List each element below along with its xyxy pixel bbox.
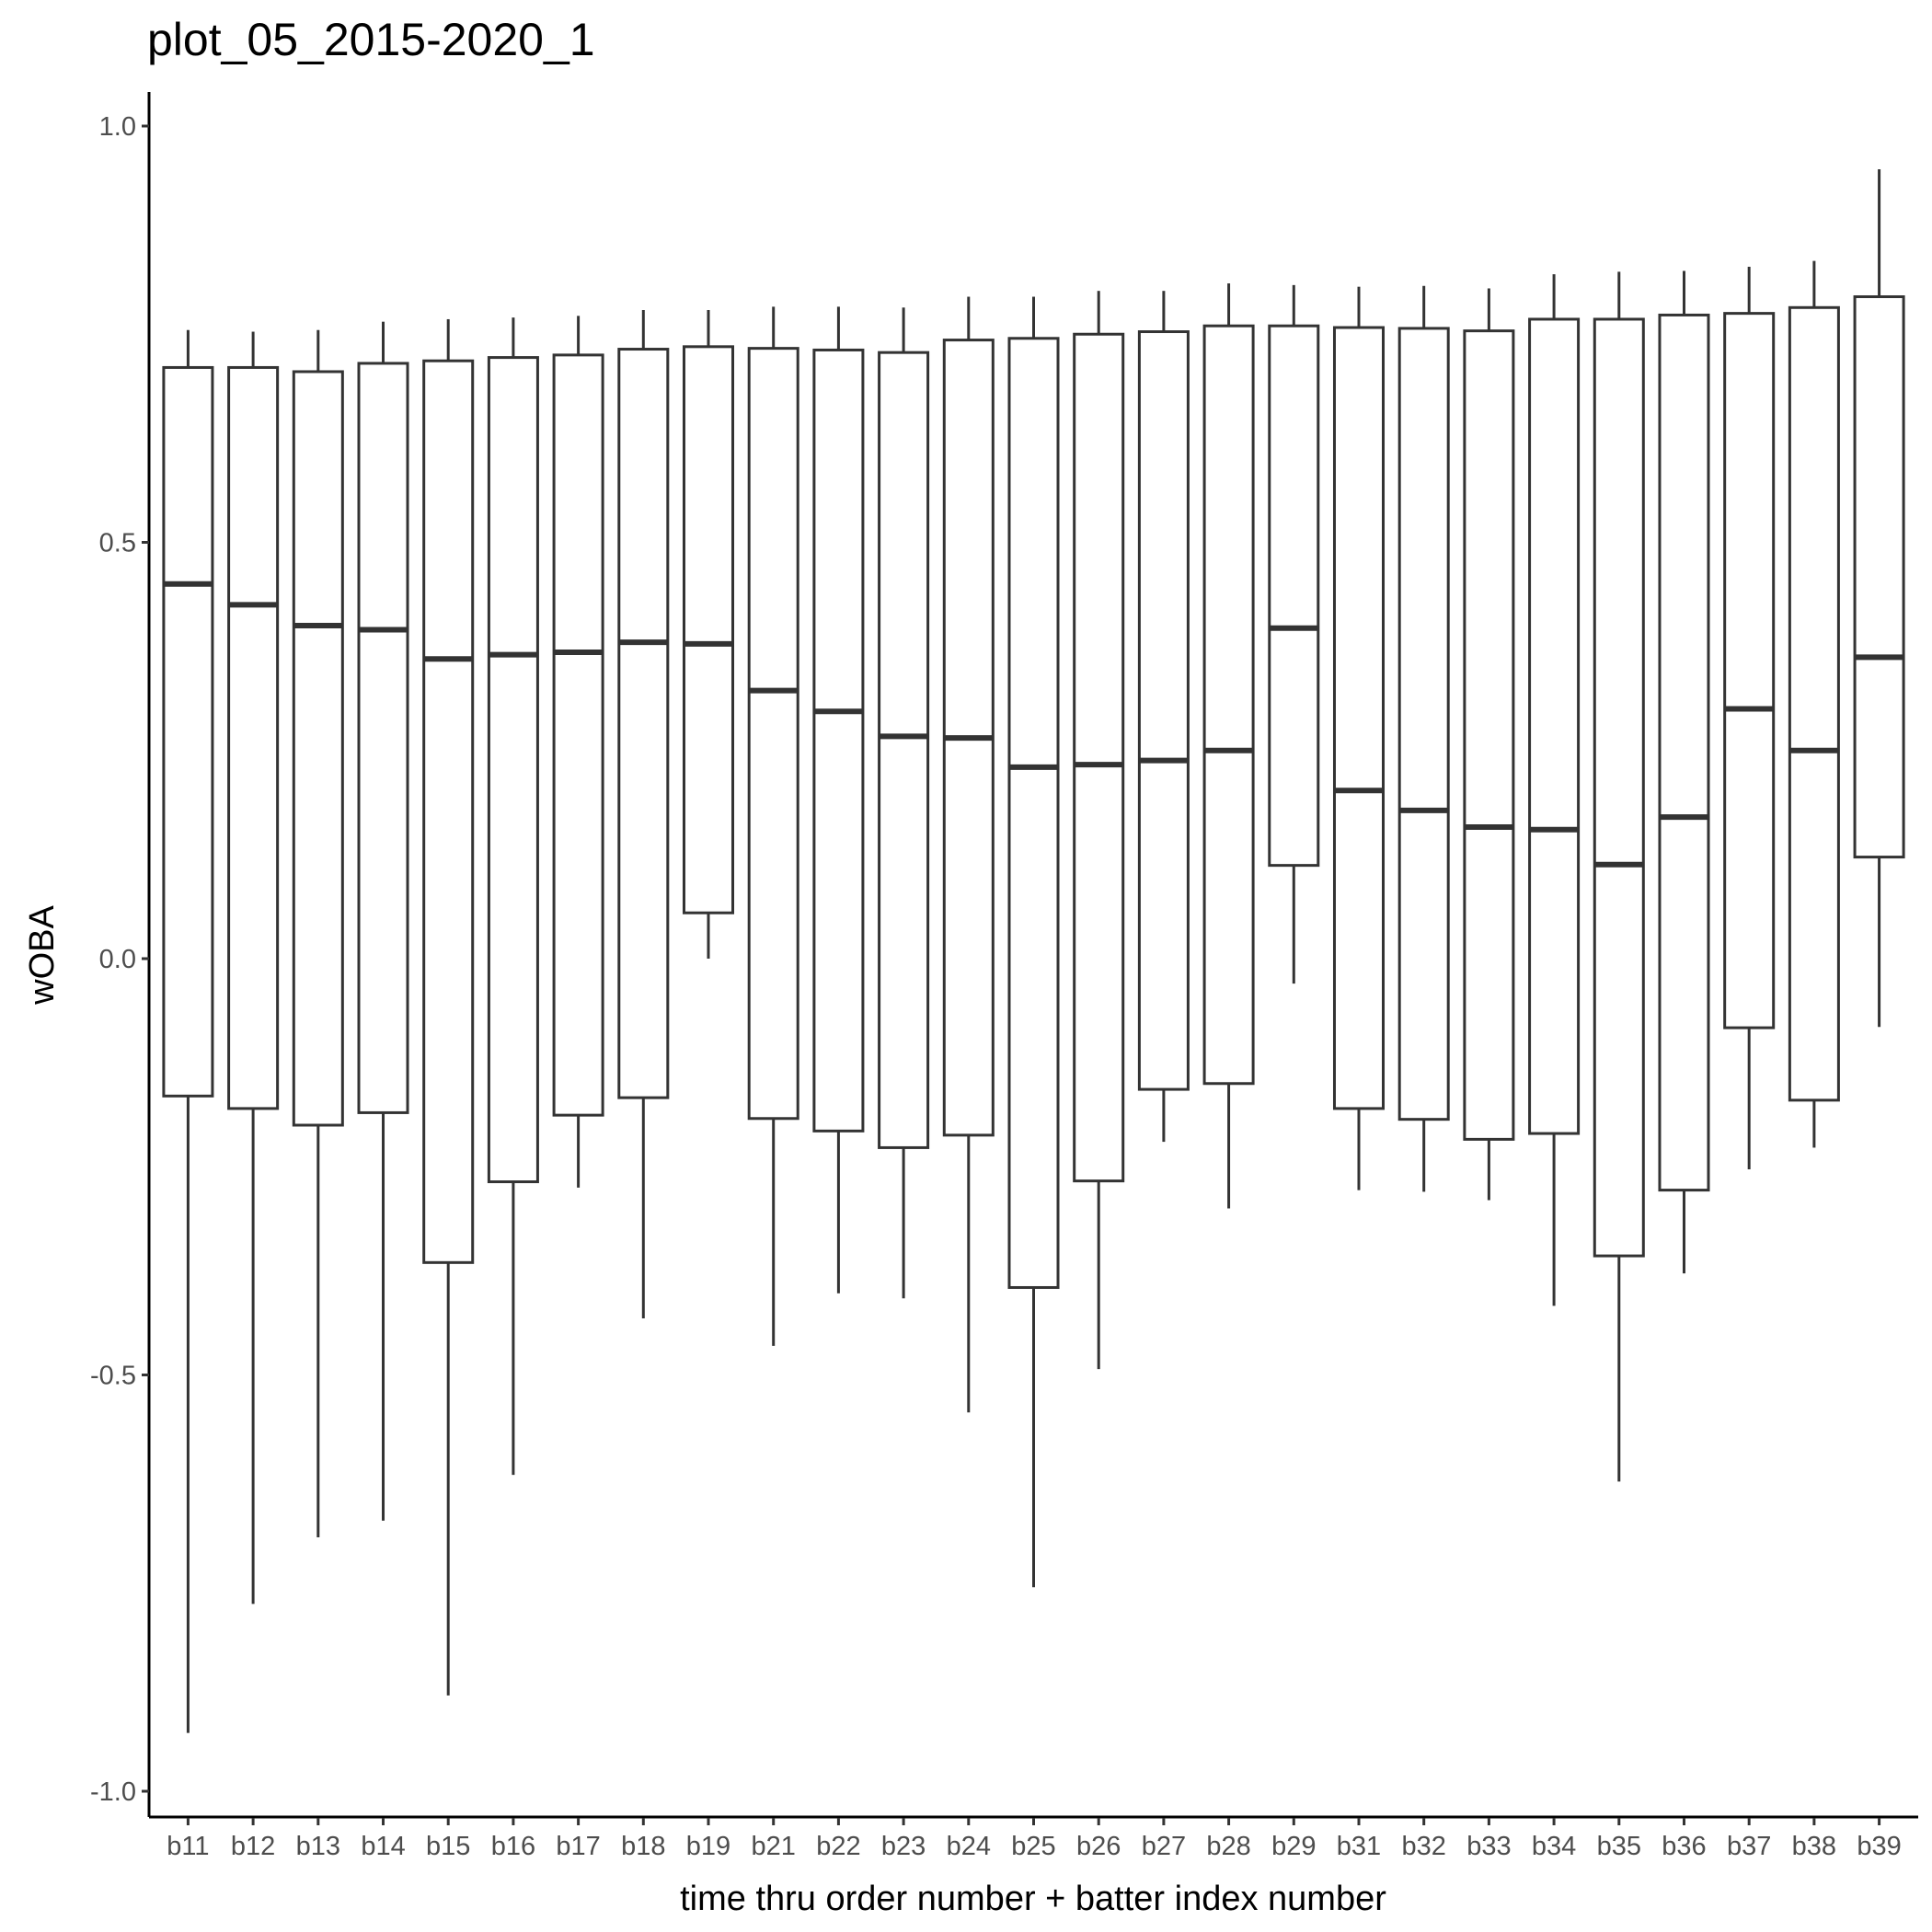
x-tick-label: b33: [1466, 1832, 1511, 1861]
box-b31: [1332, 286, 1386, 1190]
iqr-box: [227, 365, 280, 1110]
iqr-box: [878, 351, 930, 1149]
x-tick-label: b16: [491, 1832, 535, 1861]
box-b24: [942, 296, 995, 1413]
x-tick-label: b31: [1337, 1832, 1381, 1861]
box-b13: [292, 329, 344, 1537]
x-tick-label: b23: [881, 1832, 926, 1861]
iqr-box: [1853, 295, 1905, 859]
box-b38: [1788, 260, 1840, 1148]
x-tick-label: b25: [1011, 1832, 1055, 1861]
box-b25: [1007, 296, 1060, 1588]
box-b11: [162, 329, 214, 1733]
iqr-box: [487, 356, 539, 1184]
iqr-box: [1788, 305, 1840, 1102]
box-b34: [1528, 274, 1581, 1306]
box-b29: [1268, 284, 1320, 984]
x-tick-label: b38: [1792, 1832, 1836, 1861]
iqr-box: [682, 345, 735, 914]
box-b35: [1593, 271, 1645, 1482]
x-tick-label: b14: [361, 1832, 405, 1861]
iqr-box: [552, 353, 604, 1117]
box-b39: [1853, 169, 1905, 1028]
iqr-box: [747, 347, 799, 1121]
box-b33: [1463, 288, 1515, 1201]
iqr-box: [1007, 337, 1060, 1289]
x-tick-label: b37: [1727, 1832, 1771, 1861]
box-b16: [487, 317, 539, 1476]
y-tick-label: -0.5: [90, 1362, 136, 1391]
box-b27: [1137, 291, 1190, 1143]
x-tick-label: b39: [1857, 1832, 1901, 1861]
x-tick-label: b18: [621, 1832, 665, 1861]
iqr-box: [1073, 332, 1125, 1183]
box-b15: [422, 318, 475, 1696]
iqr-box: [357, 362, 409, 1114]
iqr-box: [1593, 317, 1645, 1258]
box-b12: [227, 331, 280, 1604]
y-tick-label: 0.0: [99, 945, 136, 974]
x-tick-label: b19: [686, 1832, 730, 1861]
box-b18: [617, 310, 670, 1318]
x-tick-label: b15: [426, 1832, 470, 1861]
box-b28: [1202, 283, 1255, 1209]
iqr-box: [292, 370, 344, 1127]
box-b17: [552, 316, 604, 1188]
x-tick-label: b13: [296, 1832, 340, 1861]
y-tick-label: 0.5: [99, 529, 136, 558]
x-tick-label: b27: [1142, 1832, 1186, 1861]
iqr-box: [162, 365, 214, 1098]
iqr-box: [1658, 313, 1710, 1192]
boxes-layer: [162, 169, 1905, 1733]
x-tick-label: b28: [1206, 1832, 1250, 1861]
y-ticks: -1.0 -0.5 0.0 0.5 1.0: [90, 112, 149, 1807]
iqr-box: [617, 348, 670, 1099]
x-tick-label: b17: [556, 1832, 600, 1861]
iqr-box: [1268, 324, 1320, 868]
box-b23: [878, 307, 930, 1299]
x-tick-label: b36: [1662, 1832, 1706, 1861]
x-tick-label: b35: [1597, 1832, 1641, 1861]
x-tick-label: b11: [167, 1832, 209, 1861]
box-b22: [812, 306, 865, 1294]
iqr-box: [422, 359, 475, 1264]
x-tick-label: b32: [1401, 1832, 1445, 1861]
x-tick-label: b34: [1532, 1832, 1576, 1861]
iqr-box: [812, 348, 865, 1133]
x-axis-title: time thru order number + batter index nu…: [680, 1880, 1386, 1918]
iqr-box: [1332, 326, 1386, 1110]
box-b37: [1723, 266, 1776, 1169]
iqr-box: [1202, 324, 1255, 1086]
y-tick-label: -1.0: [90, 1777, 136, 1807]
y-tick-label: 1.0: [99, 112, 136, 142]
x-tick-label: b26: [1076, 1832, 1121, 1861]
box-b32: [1397, 285, 1450, 1192]
x-tick-label: b12: [231, 1832, 275, 1861]
x-tick-label: b22: [816, 1832, 860, 1861]
iqr-box: [1137, 330, 1190, 1091]
box-b14: [357, 321, 409, 1521]
x-tick-label: b24: [947, 1832, 991, 1861]
x-ticks: b11 b12 b13 b14 b15 b16 b17 b18 b19 b21 b22 b23 b24 b…: [167, 1818, 1902, 1861]
y-axis-title: wOBA: [23, 905, 62, 1006]
iqr-box: [1528, 317, 1581, 1135]
iqr-box: [1463, 329, 1515, 1141]
iqr-box: [1723, 312, 1776, 1029]
x-tick-label: b29: [1271, 1832, 1316, 1861]
box-b36: [1658, 270, 1710, 1274]
box-b26: [1073, 291, 1125, 1370]
x-tick-label: b21: [752, 1832, 796, 1861]
axes-layer: [147, 92, 1918, 1819]
box-b21: [747, 306, 799, 1346]
box-b19: [682, 310, 735, 959]
iqr-box: [1397, 327, 1450, 1121]
chart-title: plot_05_2015-2020_1: [147, 14, 595, 65]
